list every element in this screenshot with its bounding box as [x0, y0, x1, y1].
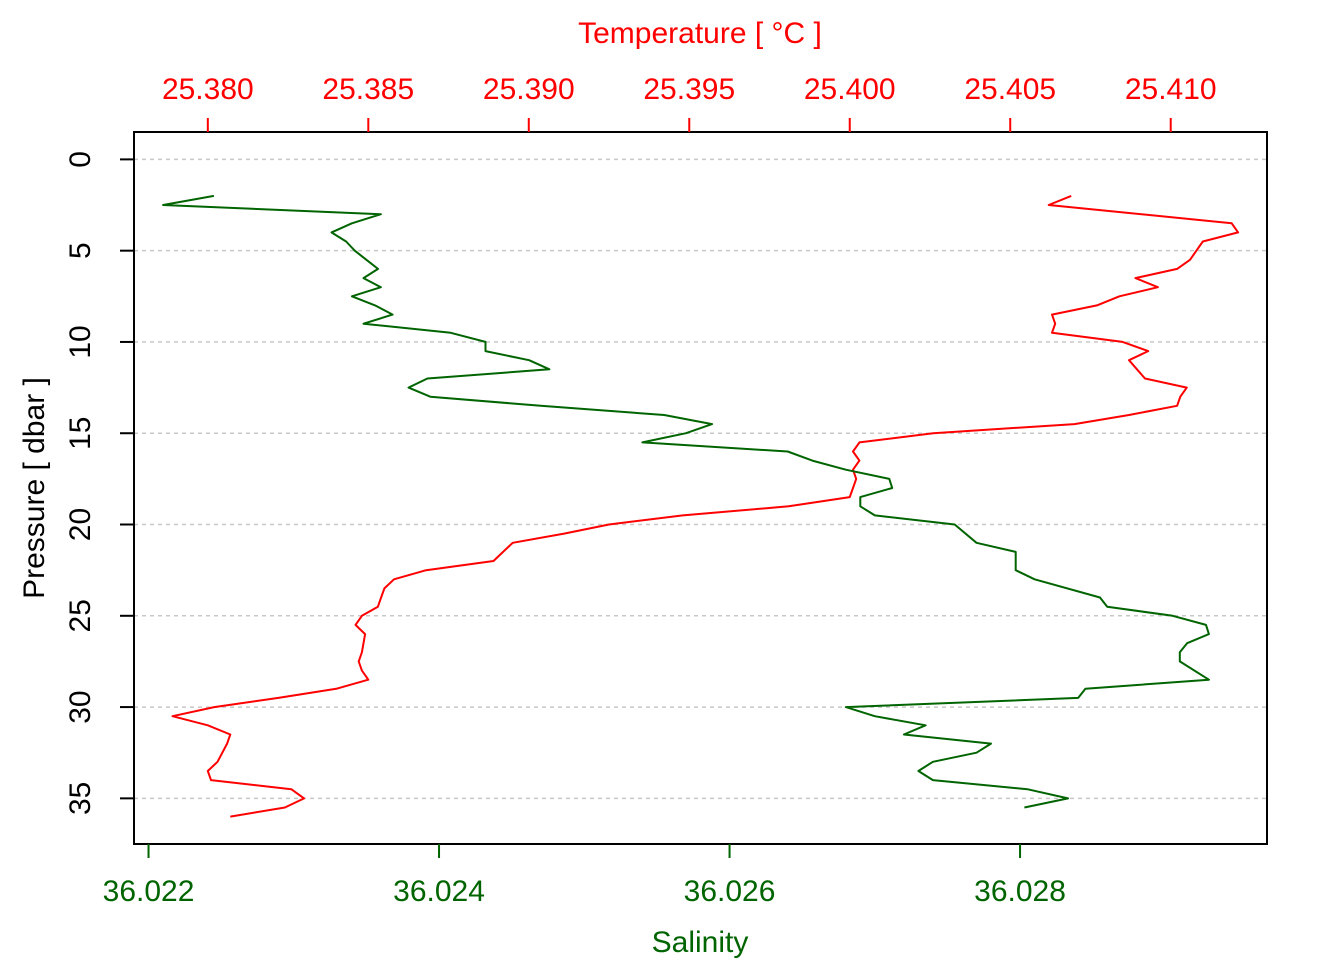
salinity-line: [162, 194, 1210, 809]
pressure-axis-title: Pressure [ dbar ]: [18, 377, 51, 599]
salinity-tick-label: 36.022: [103, 875, 195, 908]
series-layer: [162, 194, 1240, 818]
pressure-axis: 0 5 10 15 20 25 30 35: [64, 151, 134, 815]
y-tick-label: 25: [64, 599, 97, 632]
grid-lines: [134, 158, 1267, 800]
temperature-tick-label: 25.405: [964, 73, 1056, 106]
salinity-axis-title: Salinity: [652, 926, 749, 959]
temperature-tick-label: 25.390: [483, 73, 575, 106]
temperature-tick-label: 25.410: [1125, 73, 1217, 106]
y-tick-label: 30: [64, 690, 97, 723]
temperature-axis-title: Temperature [ °C ]: [578, 17, 822, 50]
y-tick-label: 5: [64, 242, 97, 259]
salinity-tick-label: 36.026: [684, 875, 776, 908]
temperature-tick-label: 25.380: [162, 73, 254, 106]
temperature-tick-label: 25.385: [322, 73, 414, 106]
temperature-axis: 25.380 25.385 25.390 25.395 25.400 25.405 25.4…: [162, 73, 1217, 132]
y-tick-label: 0: [64, 151, 97, 168]
salinity-axis: 36.022 36.024 36.026 36.028: [103, 844, 1066, 908]
y-tick-label: 20: [64, 508, 97, 541]
y-tick-label: 15: [64, 417, 97, 450]
salinity-tick-label: 36.024: [393, 875, 485, 908]
plot-frame: [133, 131, 1268, 845]
salinity-tick-label: 36.028: [974, 875, 1066, 908]
y-tick-label: 10: [64, 325, 97, 358]
temperature-tick-label: 25.395: [643, 73, 735, 106]
y-tick-label: 35: [64, 782, 97, 815]
temperature-line: [171, 194, 1240, 818]
temperature-tick-label: 25.400: [804, 73, 896, 106]
